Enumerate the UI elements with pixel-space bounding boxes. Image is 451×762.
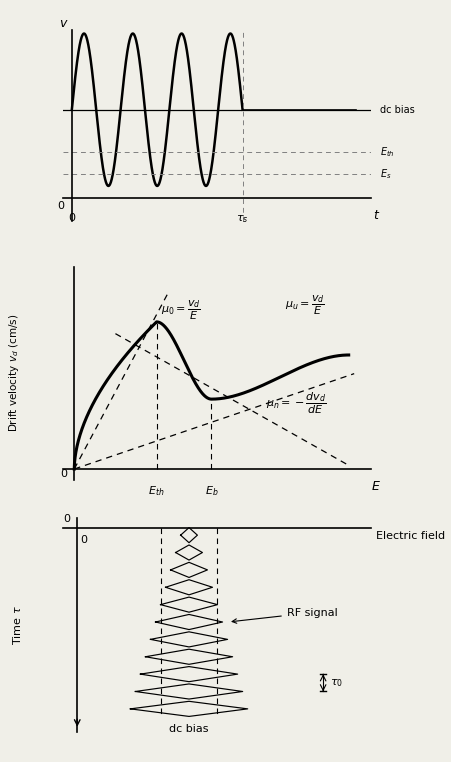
Text: $\mu_0 = \dfrac{v_d}{E}$: $\mu_0 = \dfrac{v_d}{E}$ bbox=[161, 299, 200, 322]
Text: Electric field: Electric field bbox=[375, 531, 444, 541]
Text: $\mu_u = \dfrac{v_d}{E}$: $\mu_u = \dfrac{v_d}{E}$ bbox=[284, 293, 324, 317]
Text: $v$: $v$ bbox=[59, 18, 69, 30]
Text: dc bias: dc bias bbox=[169, 724, 208, 734]
Text: $E_{th}$: $E_{th}$ bbox=[379, 146, 394, 159]
Text: $E_b$: $E_b$ bbox=[204, 484, 218, 498]
Text: $\mu_n = -\dfrac{dv_d}{dE}$: $\mu_n = -\dfrac{dv_d}{dE}$ bbox=[266, 391, 326, 416]
Text: dc bias: dc bias bbox=[379, 104, 414, 115]
Text: $\tau_0$: $\tau_0$ bbox=[329, 677, 342, 689]
Text: $E$: $E$ bbox=[370, 480, 380, 493]
Text: 0: 0 bbox=[58, 201, 64, 211]
Text: $E_{th}$: $E_{th}$ bbox=[148, 484, 165, 498]
Text: 0: 0 bbox=[80, 535, 87, 545]
Text: RF signal: RF signal bbox=[232, 607, 337, 623]
Text: 0: 0 bbox=[63, 514, 70, 523]
Text: $E_s$: $E_s$ bbox=[379, 167, 391, 181]
Text: $t$: $t$ bbox=[372, 209, 379, 222]
Text: Time $\tau$: Time $\tau$ bbox=[11, 605, 23, 645]
Text: 0: 0 bbox=[68, 213, 75, 223]
Text: 0: 0 bbox=[60, 469, 67, 479]
Text: $\tau_s$: $\tau_s$ bbox=[236, 213, 249, 225]
Text: Drift velocity $v_d$ (cm/s): Drift velocity $v_d$ (cm/s) bbox=[7, 314, 21, 433]
